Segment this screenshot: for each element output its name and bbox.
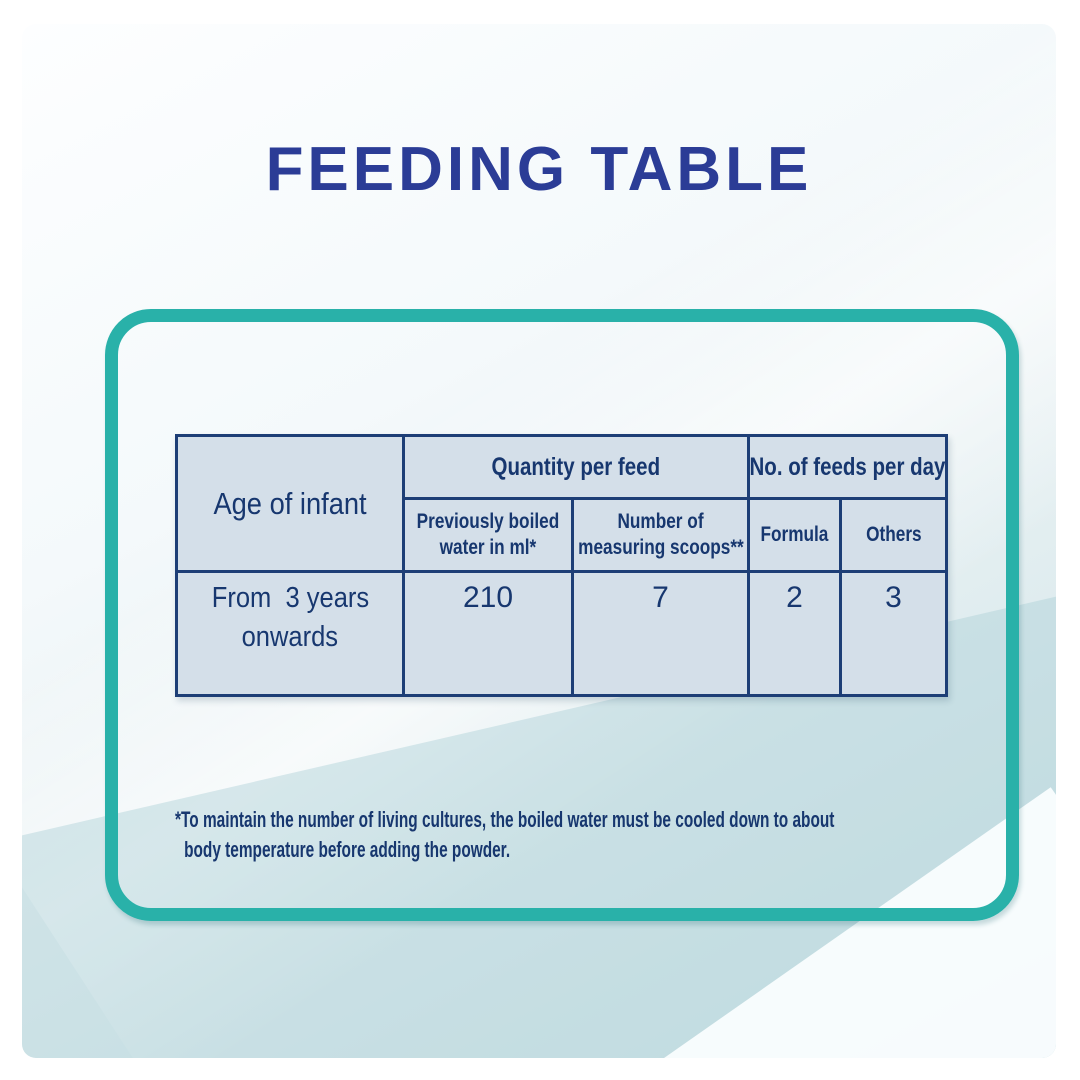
feeding-table: Age of infant Quantity per feed No. of f… (175, 434, 948, 697)
cell-water-ml-value: 210 (405, 573, 571, 694)
page-title: FEEDING TABLE (265, 135, 813, 204)
background-card: FEEDING TABLE Age of infant Quantity per… (22, 24, 1056, 1058)
footnote-line2: body temperature before adding the powde… (184, 837, 511, 862)
header-measuring-scoops-line1: Number of (617, 510, 704, 533)
header-boiled-water-line2: water in ml* (439, 536, 537, 559)
cell-others-value: 3 (842, 573, 945, 694)
header-feeds-per-day: No. of feeds per day (750, 437, 945, 497)
cell-age-value-line2: onwards (241, 621, 339, 653)
footnote-line1: *To maintain the number of living cultur… (175, 807, 835, 832)
header-quantity-per-feed-label: Quantity per feed (491, 452, 661, 481)
header-others-label: Others (865, 523, 922, 546)
header-boiled-water: Previously boiled water in ml* (405, 500, 571, 570)
cell-formula-text: 2 (786, 581, 803, 614)
header-measuring-scoops: Number of measuring scoops** (574, 500, 747, 570)
footnote: *To maintain the number of living cultur… (175, 805, 1056, 865)
teal-frame (105, 309, 1019, 921)
header-boiled-water-line1: Previously boiled (416, 510, 560, 533)
header-age-of-infant: Age of infant (178, 437, 402, 570)
cell-formula-value: 2 (750, 573, 839, 694)
header-measuring-scoops-line2: measuring scoops** (577, 536, 744, 559)
header-formula-label: Formula (760, 523, 829, 546)
header-quantity-per-feed: Quantity per feed (405, 437, 747, 497)
cell-age-value-line1: From 3 years (211, 582, 369, 614)
header-feeds-per-day-label: No. of feeds per day (749, 452, 946, 481)
cell-others-text: 3 (885, 581, 902, 614)
header-age-of-infant-label: Age of infant (213, 485, 367, 521)
cell-scoops-text: 7 (652, 581, 669, 614)
header-others: Others (842, 500, 945, 570)
cell-water-ml-text: 210 (462, 581, 514, 614)
header-formula: Formula (750, 500, 839, 570)
cell-age-value: From 3 years onwards (178, 573, 402, 694)
cell-scoops-value: 7 (574, 573, 747, 694)
